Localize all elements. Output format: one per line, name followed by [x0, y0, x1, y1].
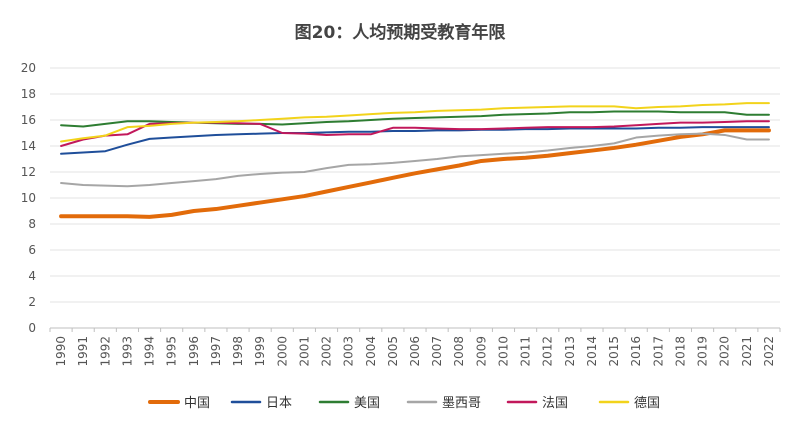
x-tick-label: 2014 [585, 336, 599, 367]
x-tick-label: 2005 [386, 336, 400, 367]
x-tick-label: 1994 [143, 336, 157, 367]
x-tick-label: 2009 [474, 336, 488, 367]
y-tick-label: 6 [28, 243, 36, 257]
legend-label-6: 德国 [634, 396, 660, 411]
x-tick-label: 2001 [297, 336, 311, 367]
x-tick-label: 2015 [607, 336, 621, 367]
x-tick-label: 2003 [342, 336, 356, 367]
x-tick-label: 2000 [275, 336, 289, 367]
series-line-1 [59, 128, 771, 219]
y-tick-label: 8 [28, 217, 36, 231]
x-tick-label: 2010 [496, 336, 510, 367]
x-tick-label: 1997 [209, 336, 223, 367]
x-tick-label: 2007 [430, 336, 444, 367]
y-tick-label: 10 [21, 191, 36, 205]
x-tick-label: 2016 [629, 336, 643, 367]
series-line-2 [60, 126, 770, 155]
x-tick-label: 2019 [696, 336, 710, 367]
x-tick-label: 1998 [231, 336, 245, 367]
x-tick-label: 2018 [673, 336, 687, 367]
x-tick-label: 2006 [408, 336, 422, 367]
y-tick-label: 2 [28, 295, 36, 309]
y-tick-label: 20 [21, 61, 36, 75]
chart-title: 图20：人均预期受教育年限 [294, 23, 506, 43]
y-tick-label: 16 [21, 113, 36, 127]
x-tick-label: 1995 [165, 336, 179, 367]
x-tick-label: 2012 [541, 336, 555, 367]
x-tick-label: 2002 [320, 336, 334, 367]
y-tick-label: 14 [21, 139, 36, 153]
x-tick-label: 2013 [563, 336, 577, 367]
y-tick-label: 4 [28, 269, 36, 283]
x-tick-label: 2008 [452, 336, 466, 367]
x-tick-label: 1999 [253, 336, 267, 367]
x-tick-label: 1996 [187, 336, 201, 367]
x-tick-label: 2020 [718, 336, 732, 367]
x-tick-label: 2021 [740, 336, 754, 367]
y-tick-label: 18 [21, 87, 36, 101]
legend-label-2: 日本 [266, 396, 292, 411]
legend-label-4: 墨西哥 [442, 396, 481, 411]
x-tick-label: 1991 [76, 336, 90, 367]
x-tick-label: 2004 [364, 336, 378, 367]
x-tick-label: 2017 [651, 336, 665, 367]
series-line-6 [60, 102, 770, 143]
legend-label-5: 法国 [542, 396, 568, 411]
legend-label-3: 美国 [354, 396, 380, 411]
x-tick-label: 1993 [120, 336, 134, 367]
x-tick-label: 2011 [519, 336, 533, 367]
series-line-4 [60, 132, 770, 188]
x-tick-label: 1992 [98, 336, 112, 367]
y-tick-label: 12 [21, 165, 36, 179]
x-tick-label: 1990 [54, 336, 68, 367]
y-tick-label: 0 [28, 321, 36, 335]
x-tick-label: 2022 [762, 336, 776, 367]
legend-label-1: 中国 [184, 396, 210, 411]
